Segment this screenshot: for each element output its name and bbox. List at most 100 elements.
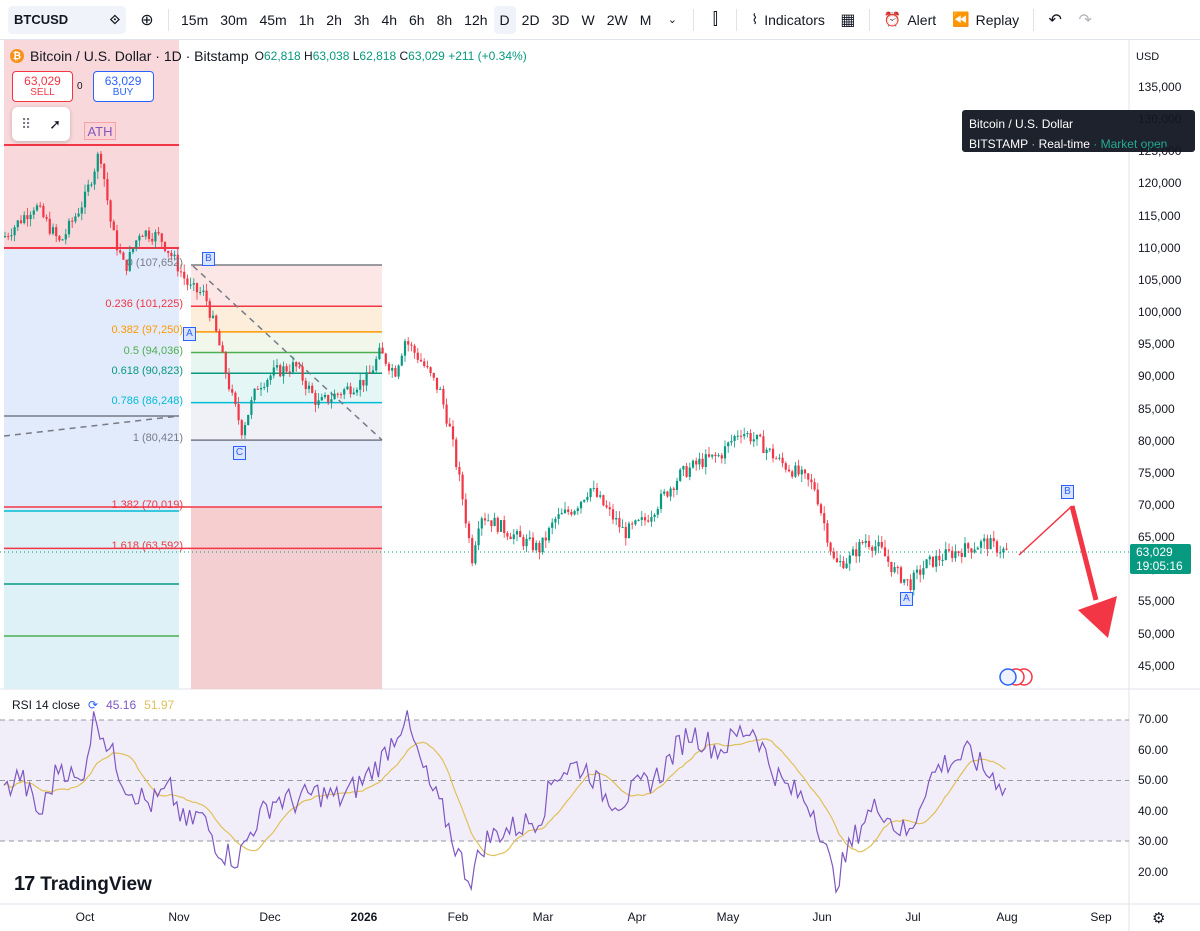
candle-body (573, 511, 576, 515)
indicators-button[interactable]: ⌇ Indicators (743, 6, 833, 34)
candle-body (80, 207, 83, 214)
indicators-icon: ⌇ (751, 11, 759, 27)
candle-body (215, 315, 218, 332)
alert-button[interactable]: ⏰ Alert (876, 6, 944, 34)
candle-body (989, 538, 992, 550)
dashed-downtrend[interactable] (192, 265, 383, 441)
candle-body (64, 234, 67, 240)
candle-body (586, 496, 589, 500)
interval-12h[interactable]: 12h (464, 11, 488, 28)
candle-body (1005, 548, 1008, 550)
candle-body (282, 366, 285, 377)
layouts-grid-icon[interactable]: ▦ (840, 11, 856, 29)
projection-line-up[interactable] (1018, 505, 1073, 556)
candle-body (35, 205, 39, 211)
interval-4h[interactable]: 4h (381, 11, 398, 28)
interval-2h[interactable]: 2h (326, 11, 342, 28)
chevron-down-icon[interactable]: ⌄ (667, 14, 677, 26)
sell-button[interactable]: 63,029 SELL (12, 71, 73, 102)
candle-body (778, 457, 781, 459)
interval-2w[interactable]: 2W (606, 11, 628, 28)
price-chart-canvas[interactable] (0, 40, 1200, 931)
interval-3h[interactable]: 3h (353, 11, 370, 28)
candle-body (387, 363, 391, 371)
projection-arrowhead[interactable] (1078, 596, 1117, 638)
candle-body (730, 440, 733, 443)
rsi-settings-icon[interactable]: ⟳ (88, 698, 99, 712)
candle-body (13, 227, 16, 236)
us-flag-event-icon[interactable] (999, 668, 1017, 686)
redo-icon[interactable]: ↷ (1078, 11, 1092, 29)
interval-w[interactable]: W (581, 11, 595, 28)
symbol-search[interactable]: BTCUSD ⟐ (8, 5, 126, 34)
candle-body (439, 388, 442, 390)
candle-body (506, 533, 509, 537)
currency-selector[interactable]: USD (1136, 51, 1160, 63)
candle-body (74, 216, 77, 222)
candle-body (455, 439, 458, 468)
rsi-tick: 40.00 (1138, 803, 1169, 818)
candle-body (112, 221, 115, 231)
undo-icon[interactable]: ↶ (1048, 11, 1062, 29)
candle-body (474, 545, 477, 564)
candle-body (442, 388, 445, 405)
price-tick: 55,000 (1138, 594, 1175, 609)
rsi-ma-value: 51.97 (144, 698, 175, 712)
cursor-arrow-icon[interactable]: ➚ (49, 115, 61, 132)
divider (868, 8, 870, 31)
candle-body (941, 559, 944, 561)
compare-add-icon[interactable]: ⊕ (140, 11, 154, 29)
candle-body (701, 458, 704, 467)
candlestick-series[interactable] (3, 151, 1008, 596)
interval-m[interactable]: M (639, 11, 652, 28)
candle-body (544, 537, 547, 541)
fib-zone-extension (191, 548, 382, 689)
interval-2d[interactable]: 2D (521, 11, 540, 28)
interval-30m[interactable]: 30m (220, 11, 248, 28)
rsi-legend: RSI 14 close ⟳ 45.16 51.97 (12, 698, 174, 712)
candle-body (279, 365, 282, 377)
candle-body (122, 252, 125, 260)
pattern-point-label[interactable]: C (233, 446, 246, 460)
candle-body (285, 366, 288, 372)
candle-body (957, 551, 960, 553)
interval-15m[interactable]: 15m (181, 11, 209, 28)
candle-body (541, 537, 544, 553)
tradingview-logo[interactable]: 17 TradingView (14, 873, 152, 895)
interval-d[interactable]: D (493, 5, 516, 34)
fib-label: 0.236 (101,225) (105, 298, 183, 311)
time-tick: Nov (168, 910, 190, 924)
candle-body (867, 540, 871, 548)
rsi-line[interactable] (3, 710, 1007, 895)
pattern-point-label[interactable]: A (900, 592, 913, 606)
fib-label: 0 (107,652) (126, 256, 183, 269)
buy-button[interactable]: 63,029 BUY (92, 71, 154, 102)
pattern-point-label[interactable]: B (1061, 485, 1074, 499)
interval-3d[interactable]: 3D (551, 11, 570, 28)
interval-6h[interactable]: 6h (409, 11, 425, 28)
gear-icon[interactable]: ⚙ (1152, 910, 1166, 927)
projection-arrow-shaft[interactable] (1069, 505, 1099, 601)
pattern-point-label[interactable]: B (202, 252, 215, 266)
price-pane-bg (0, 40, 1129, 689)
interval-45m[interactable]: 45m (259, 11, 287, 28)
dashed-trendline[interactable] (3, 415, 180, 437)
candle-body (919, 569, 922, 575)
candle-body (720, 455, 723, 459)
divider (1033, 8, 1035, 31)
replay-button[interactable]: ⏪ Replay (944, 6, 1027, 34)
drag-handle-icon[interactable]: ⠿ (21, 115, 32, 132)
interval-8h[interactable]: 8h (436, 11, 453, 28)
pattern-point-label[interactable]: A (183, 327, 196, 341)
ath-label[interactable]: ATH (84, 122, 116, 140)
candle-body (803, 469, 807, 474)
interval-1h[interactable]: 1h (298, 11, 315, 28)
chart-area[interactable] (0, 40, 1200, 931)
ticker-options-icon[interactable]: ⟐ (109, 11, 120, 27)
candles-chart-type-icon[interactable]: ⫿ (712, 10, 718, 28)
candle-body (995, 541, 999, 553)
candle-body (128, 252, 131, 271)
price-tick: 105,000 (1138, 272, 1182, 287)
candle-body (362, 379, 365, 386)
candle-body (266, 380, 269, 387)
